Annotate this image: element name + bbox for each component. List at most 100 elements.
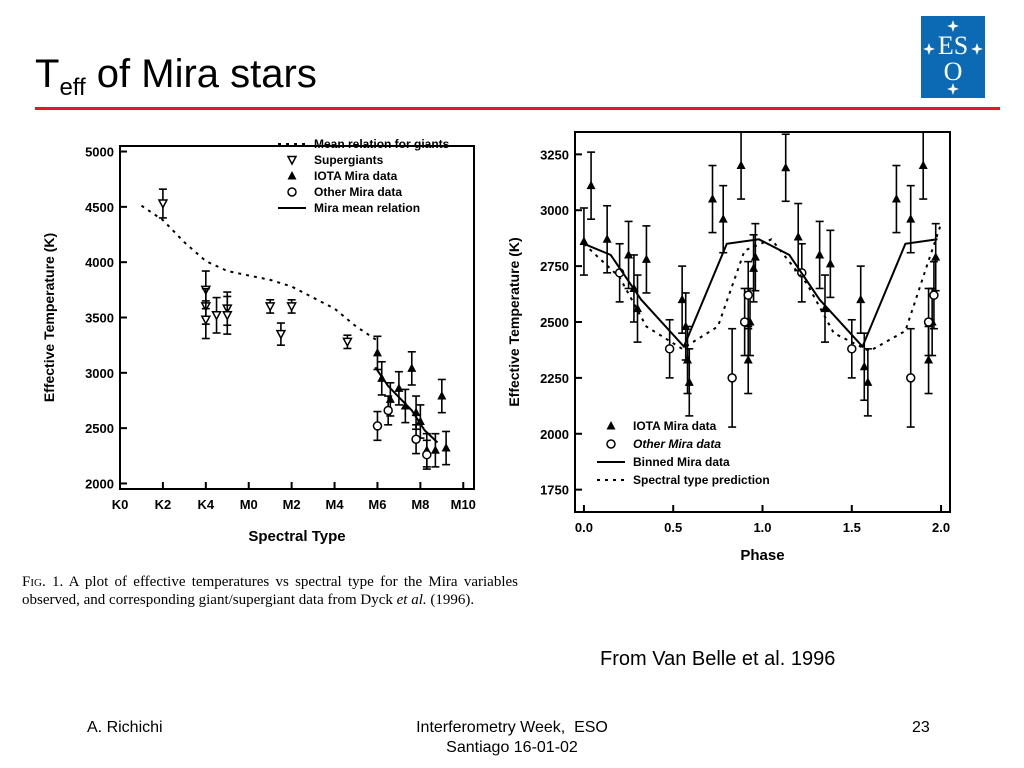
legend-label: Mira mean relation	[314, 201, 420, 215]
y-tick-label: 2000	[85, 476, 114, 491]
data-point	[918, 160, 928, 170]
legend-label: Mean relation for giants	[314, 137, 450, 151]
x-tick-label: M4	[326, 497, 345, 512]
data-point	[286, 302, 297, 313]
x-axis-label: Phase	[740, 547, 784, 564]
series-iota-mira-data	[372, 335, 451, 468]
data-point	[856, 294, 866, 304]
legend-label: IOTA Mira data	[314, 169, 398, 183]
data-point	[863, 377, 873, 386]
data-point	[929, 290, 939, 300]
data-point	[407, 363, 417, 372]
y-tick-label: 3000	[540, 203, 569, 218]
y-tick-label: 4000	[85, 255, 114, 270]
data-point	[372, 347, 382, 357]
data-point	[859, 361, 869, 371]
y-tick-label: 3500	[85, 311, 114, 326]
series-mira-mean-relation	[374, 366, 439, 444]
data-point	[342, 337, 353, 348]
data-point	[624, 249, 634, 259]
y-axis-label: Effective Temperature (K)	[41, 233, 57, 402]
data-point	[718, 214, 728, 223]
data-point	[200, 315, 212, 326]
x-tick-label: K2	[155, 497, 172, 512]
data-point	[684, 377, 694, 386]
slide-title: Teff of Mira stars	[35, 50, 317, 112]
title-underline	[35, 107, 1000, 110]
series-line	[374, 366, 439, 444]
legend-label: IOTA Mira data	[633, 419, 717, 433]
data-point	[415, 416, 425, 426]
footer-author: A. Richichi	[87, 719, 163, 736]
series-supergiants	[157, 188, 353, 350]
data-point	[708, 194, 717, 203]
series-spectral-type-prediction	[583, 223, 943, 353]
data-point	[264, 302, 276, 313]
data-point	[157, 199, 169, 210]
legend-label: Spectral type prediction	[633, 473, 770, 487]
data-point	[781, 162, 791, 172]
data-point	[372, 421, 383, 431]
data-point	[430, 445, 440, 454]
legend: Mean relation for giants Supergiants IOTA …	[278, 137, 450, 215]
series-line	[583, 238, 938, 349]
series-line	[140, 204, 379, 342]
data-point	[815, 249, 825, 259]
data-point	[383, 405, 393, 416]
x-tick-label: M6	[368, 497, 386, 512]
x-tick-label: 0.5	[664, 520, 682, 535]
data-point	[586, 180, 596, 190]
logo-text-es: ES	[938, 31, 968, 60]
data-point	[793, 232, 803, 241]
logo-text-o: O	[944, 57, 963, 86]
y-tick-label: 4500	[85, 200, 114, 215]
y-tick-label: 2500	[540, 315, 569, 330]
series-mean-relation-for-giants	[140, 204, 379, 342]
data-point	[905, 373, 916, 383]
y-tick-label: 3250	[540, 147, 569, 162]
legend-symbol	[287, 171, 297, 180]
x-tick-label: K4	[198, 497, 215, 512]
data-point	[222, 311, 233, 321]
logo-stars	[923, 20, 983, 95]
x-tick-label: 1.5	[843, 520, 861, 535]
data-point	[411, 434, 421, 444]
footer-event-line2: Santiago 16-01-02	[446, 739, 578, 756]
source-attribution: From Van Belle et al. 1996	[600, 648, 836, 670]
data-point	[664, 344, 675, 354]
legend-symbol	[286, 155, 298, 166]
series-binned-mira-data	[583, 238, 938, 349]
title-subscript: eff	[59, 74, 86, 101]
data-point	[825, 258, 835, 268]
y-tick-label: 2750	[540, 259, 569, 274]
caption-tail: (1996).	[426, 592, 475, 608]
footer-event-line1: Interferometry Week, ESO	[416, 719, 608, 736]
data-point	[211, 311, 222, 321]
data-point	[641, 254, 651, 263]
data-point	[602, 234, 612, 243]
x-tick-label: M10	[451, 497, 476, 512]
x-axis-label: Spectral Type	[248, 528, 345, 545]
x-tick-label: K0	[112, 497, 129, 512]
x-tick-label: M0	[240, 497, 258, 512]
data-point	[743, 290, 753, 300]
data-point	[441, 443, 451, 452]
title-rest: of Mira stars	[85, 52, 317, 96]
y-tick-label: 2250	[540, 371, 569, 386]
series-other-mira-data	[372, 395, 432, 470]
data-point	[633, 303, 642, 313]
series-iota-mira-data	[579, 131, 941, 417]
chart-phase: 1750 2000 2250 2500 2750 3000 3250 0.0 0.5 1.0 1.5…	[506, 131, 951, 564]
figure-caption: Fig. 1. A plot of effective temperatures…	[22, 573, 518, 609]
x-tick-label: 0.0	[575, 520, 593, 535]
data-point	[891, 194, 901, 203]
series-other-mira-data	[614, 242, 939, 428]
page-number: 23	[912, 719, 930, 736]
legend-label: Other Mira data	[314, 185, 402, 199]
legend-label: Other Mira data	[633, 437, 721, 451]
data-point	[749, 263, 759, 272]
data-point	[579, 236, 589, 246]
y-tick-label: 5000	[85, 145, 114, 160]
data-point	[727, 373, 737, 383]
data-point	[422, 449, 432, 460]
